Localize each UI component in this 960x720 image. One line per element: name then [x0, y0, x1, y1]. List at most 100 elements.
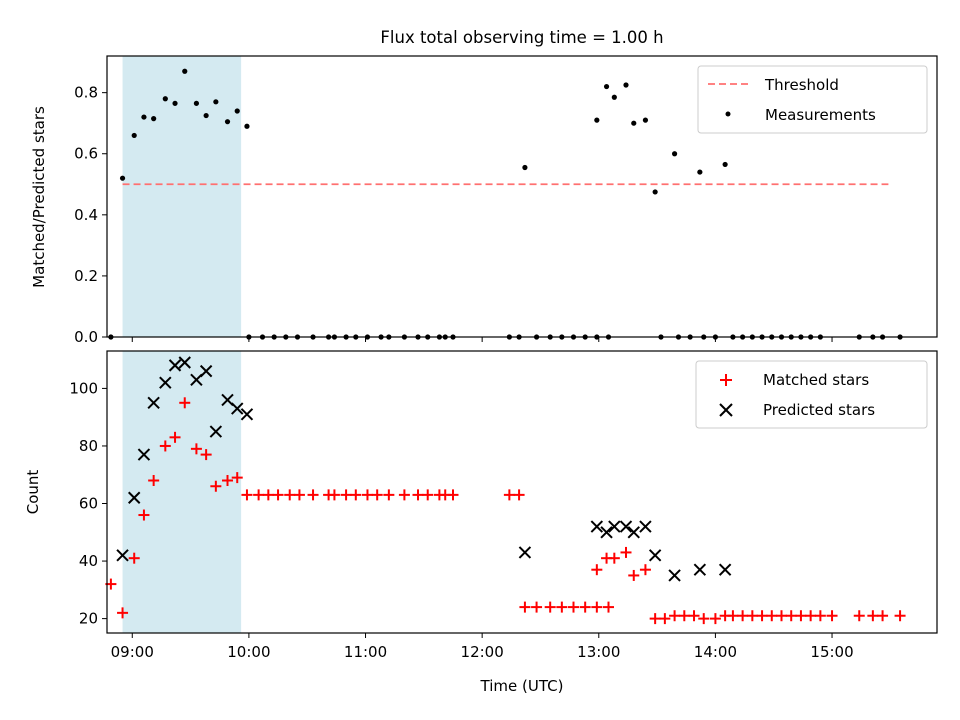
bottom-xlabel: Time (UTC): [480, 677, 564, 695]
bottom-x-tick-label: 13:00: [577, 643, 620, 661]
matched-star-point: [138, 509, 150, 521]
matched-star-point: [128, 552, 140, 564]
measurement-point: [642, 117, 649, 123]
predicted-star-point: [608, 520, 621, 533]
measurement-point: [172, 100, 178, 106]
measurement-point: [671, 151, 678, 157]
matched-star-point: [737, 610, 749, 622]
measurement-point: [193, 100, 200, 106]
legend-measurements-swatch: [725, 111, 731, 117]
bottom-y-tick-label: 20: [79, 610, 98, 628]
matched-star-point: [568, 601, 580, 613]
bottom-x-tick-label: 15:00: [810, 643, 853, 661]
matched-star-point: [513, 489, 525, 501]
legend-predicted-swatch: [719, 403, 733, 417]
bottom-axes-frame: [106, 350, 938, 634]
matched-star-point: [340, 489, 352, 501]
predicted-star-point: [147, 396, 160, 410]
matched-star-point: [190, 443, 202, 455]
predicted-star-point: [199, 364, 213, 378]
matched-star-point: [659, 613, 671, 625]
predicted-star-point: [240, 408, 254, 421]
bottom-x-tick-label: 12:00: [461, 643, 504, 661]
matched-star-point: [678, 610, 690, 622]
matched-star-point: [628, 569, 640, 581]
matched-star-point: [602, 601, 614, 613]
matched-star-point: [284, 489, 296, 501]
predicted-star-point: [627, 526, 640, 539]
predicted-star-point: [518, 546, 532, 559]
measurement-point: [162, 96, 168, 102]
matched-star-point: [766, 610, 778, 622]
measurement-point: [141, 114, 147, 120]
bottom-y-tick-label: 100: [69, 379, 98, 397]
measurement-point: [697, 169, 703, 175]
matched-star-point: [775, 610, 787, 622]
matched-star-point: [877, 610, 889, 622]
predicted-star-point: [221, 393, 234, 407]
predicted-star-point: [600, 526, 613, 539]
matched-star-point: [272, 489, 284, 501]
measurement-point: [151, 116, 157, 122]
matched-star-point: [556, 601, 568, 613]
predicted-star-point: [639, 520, 652, 533]
predicted-star-point: [648, 549, 662, 562]
matched-star-point: [371, 489, 383, 501]
measurement-point: [631, 120, 637, 126]
matched-star-point: [293, 489, 305, 501]
measurement-point: [603, 83, 610, 90]
bottom-x-tick-label: 09:00: [111, 643, 154, 661]
matched-star-point: [412, 489, 424, 501]
top-y-tick-label: 0.8: [74, 84, 98, 102]
matched-star-point: [620, 546, 632, 558]
matched-star-point: [826, 610, 838, 622]
matched-star-point: [795, 610, 807, 622]
top-y-tick-label: 0.2: [74, 267, 98, 285]
matched-star-point: [447, 489, 459, 501]
matched-star-point: [241, 489, 253, 501]
bottom-y-tick-label: 80: [79, 437, 98, 455]
matched-star-point: [350, 489, 362, 501]
top-panel: 0.00.20.40.60.8 Matched/Predicted stars …: [30, 55, 938, 346]
matched-star-point: [608, 552, 620, 564]
bottom-x-tick-label: 11:00: [344, 643, 387, 661]
top-y-tick-label: 0.4: [74, 206, 98, 224]
bottom-panel: 09:00 10:00 11:00 12:00 13:00 14:00 15:00 20 40 6…: [24, 350, 938, 695]
matched-star-point: [669, 610, 681, 622]
predicted-star-point: [668, 569, 681, 582]
matched-star-point: [361, 489, 373, 501]
matched-star-point: [179, 397, 191, 409]
measurement-point: [131, 132, 137, 139]
measurement-point: [182, 68, 188, 74]
matched-star-point: [785, 610, 797, 622]
legend-matched-swatch: [720, 374, 732, 386]
measurement-point: [119, 175, 126, 181]
predicted-star-point: [190, 373, 203, 386]
matched-star-point: [169, 431, 181, 443]
bottom-y-tick-label: 40: [79, 552, 98, 570]
measurement-point: [203, 112, 209, 119]
matched-star-point: [262, 489, 274, 501]
bottom-y-tick-label: 60: [79, 495, 98, 513]
matched-star-point: [398, 489, 410, 501]
predicted-star-point: [231, 402, 244, 415]
matched-star-point: [231, 472, 243, 484]
measurement-point: [244, 123, 250, 129]
predicted-star-point: [168, 359, 182, 372]
top-axes-frame: [106, 55, 938, 338]
measurement-point: [234, 108, 240, 114]
matched-star-point: [698, 613, 710, 625]
matched-star-point: [503, 489, 515, 501]
predicted-star-point: [718, 563, 732, 576]
matched-star-point: [307, 489, 319, 501]
matched-star-point: [200, 449, 212, 461]
matched-star-point: [591, 601, 603, 613]
bottom-legend: Matched stars Predicted stars: [695, 360, 928, 429]
chart-title: Flux total observing time = 1.00 h: [380, 28, 663, 47]
measurement-point: [224, 119, 231, 125]
predicted-star-point: [159, 376, 172, 389]
top-y-tick-label: 0.0: [74, 328, 98, 346]
matched-star-point: [148, 474, 160, 486]
matched-star-point: [531, 601, 543, 613]
predicted-star-point: [693, 563, 707, 576]
